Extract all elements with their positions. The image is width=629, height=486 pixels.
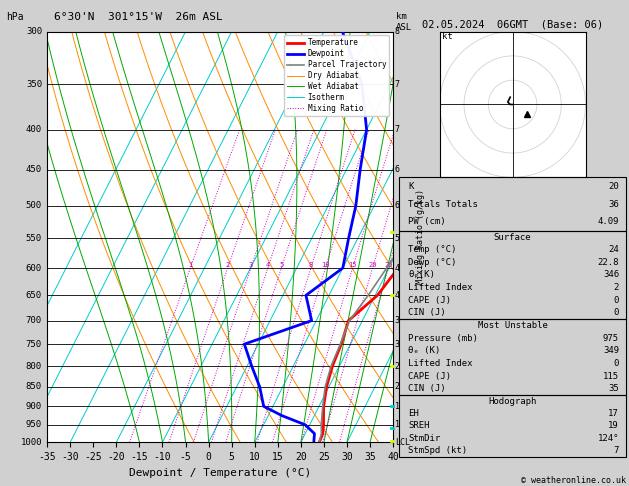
Text: Temp (°C): Temp (°C) bbox=[408, 245, 457, 254]
Text: EH: EH bbox=[408, 409, 419, 418]
Text: 3: 3 bbox=[248, 262, 253, 268]
Text: 02.05.2024  06GMT  (Base: 06): 02.05.2024 06GMT (Base: 06) bbox=[422, 19, 603, 29]
Text: StmDir: StmDir bbox=[408, 434, 441, 443]
Text: Mixing Ratio (g/kg): Mixing Ratio (g/kg) bbox=[416, 190, 425, 284]
Text: 115: 115 bbox=[603, 371, 619, 381]
Text: 35: 35 bbox=[608, 384, 619, 393]
Text: 20: 20 bbox=[369, 262, 377, 268]
Text: 3: 3 bbox=[395, 340, 400, 348]
Text: 4: 4 bbox=[395, 291, 400, 300]
Text: 350: 350 bbox=[26, 80, 42, 88]
Text: 650: 650 bbox=[26, 291, 42, 300]
Text: StmSpd (kt): StmSpd (kt) bbox=[408, 446, 467, 455]
Text: 2: 2 bbox=[395, 382, 400, 391]
Text: 7: 7 bbox=[395, 125, 400, 134]
Text: 3: 3 bbox=[395, 316, 400, 325]
Text: Most Unstable: Most Unstable bbox=[477, 321, 548, 330]
Text: CIN (J): CIN (J) bbox=[408, 384, 446, 393]
Text: SREH: SREH bbox=[408, 421, 430, 430]
Text: 17: 17 bbox=[608, 409, 619, 418]
Text: 24: 24 bbox=[608, 245, 619, 254]
Text: 1: 1 bbox=[395, 420, 400, 429]
Text: 950: 950 bbox=[26, 420, 42, 429]
Text: 15: 15 bbox=[348, 262, 357, 268]
Text: 19: 19 bbox=[608, 421, 619, 430]
Text: 0: 0 bbox=[614, 359, 619, 368]
Text: 8: 8 bbox=[309, 262, 313, 268]
Text: © weatheronline.co.uk: © weatheronline.co.uk bbox=[521, 476, 626, 485]
Text: 750: 750 bbox=[26, 340, 42, 348]
Text: 5: 5 bbox=[279, 262, 284, 268]
Text: 346: 346 bbox=[603, 270, 619, 279]
Text: 400: 400 bbox=[26, 125, 42, 134]
Text: 7: 7 bbox=[614, 446, 619, 455]
Text: Dewp (°C): Dewp (°C) bbox=[408, 258, 457, 267]
Text: hPa: hPa bbox=[6, 12, 24, 22]
Text: 1: 1 bbox=[188, 262, 192, 268]
Text: Surface: Surface bbox=[494, 233, 532, 242]
Text: LCL: LCL bbox=[395, 438, 410, 447]
Text: CAPE (J): CAPE (J) bbox=[408, 371, 452, 381]
Text: 7: 7 bbox=[395, 80, 400, 88]
Text: K: K bbox=[408, 182, 414, 191]
Text: 10: 10 bbox=[321, 262, 330, 268]
Text: 6: 6 bbox=[395, 165, 400, 174]
Text: 300: 300 bbox=[26, 27, 42, 36]
Text: 0: 0 bbox=[614, 308, 619, 317]
Text: 850: 850 bbox=[26, 382, 42, 391]
Text: 2: 2 bbox=[226, 262, 230, 268]
Text: 4: 4 bbox=[265, 262, 270, 268]
Text: 1000: 1000 bbox=[21, 438, 42, 447]
Text: PW (cm): PW (cm) bbox=[408, 217, 446, 226]
Text: 124°: 124° bbox=[598, 434, 619, 443]
Text: 20: 20 bbox=[608, 182, 619, 191]
Text: 975: 975 bbox=[603, 333, 619, 343]
Text: 349: 349 bbox=[603, 346, 619, 355]
Text: km
ASL: km ASL bbox=[396, 12, 413, 32]
Text: 1: 1 bbox=[395, 402, 400, 411]
Text: 550: 550 bbox=[26, 234, 42, 243]
Text: Pressure (mb): Pressure (mb) bbox=[408, 333, 478, 343]
Text: Hodograph: Hodograph bbox=[489, 397, 537, 406]
Text: 6: 6 bbox=[395, 201, 400, 210]
Text: 500: 500 bbox=[26, 201, 42, 210]
Text: θₑ(K): θₑ(K) bbox=[408, 270, 435, 279]
Text: 900: 900 bbox=[26, 402, 42, 411]
Text: 8: 8 bbox=[395, 27, 400, 36]
Text: CIN (J): CIN (J) bbox=[408, 308, 446, 317]
Text: 6°30'N  301°15'W  26m ASL: 6°30'N 301°15'W 26m ASL bbox=[54, 12, 223, 22]
Text: Lifted Index: Lifted Index bbox=[408, 283, 473, 292]
Text: 800: 800 bbox=[26, 362, 42, 371]
Text: 2: 2 bbox=[395, 362, 400, 371]
Text: 0: 0 bbox=[614, 295, 619, 305]
Text: 5: 5 bbox=[395, 234, 400, 243]
Text: 22.8: 22.8 bbox=[598, 258, 619, 267]
Text: 25: 25 bbox=[384, 262, 392, 268]
Text: 36: 36 bbox=[608, 200, 619, 208]
Text: 450: 450 bbox=[26, 165, 42, 174]
X-axis label: Dewpoint / Temperature (°C): Dewpoint / Temperature (°C) bbox=[129, 468, 311, 478]
Text: 700: 700 bbox=[26, 316, 42, 325]
Text: CAPE (J): CAPE (J) bbox=[408, 295, 452, 305]
Text: Lifted Index: Lifted Index bbox=[408, 359, 473, 368]
Text: θₑ (K): θₑ (K) bbox=[408, 346, 441, 355]
Text: kt: kt bbox=[442, 32, 453, 41]
Text: 4.09: 4.09 bbox=[598, 217, 619, 226]
Legend: Temperature, Dewpoint, Parcel Trajectory, Dry Adiabat, Wet Adiabat, Isotherm, Mi: Temperature, Dewpoint, Parcel Trajectory… bbox=[284, 35, 389, 116]
Text: 600: 600 bbox=[26, 263, 42, 273]
Text: 4: 4 bbox=[395, 263, 400, 273]
Text: Totals Totals: Totals Totals bbox=[408, 200, 478, 208]
Text: 2: 2 bbox=[614, 283, 619, 292]
